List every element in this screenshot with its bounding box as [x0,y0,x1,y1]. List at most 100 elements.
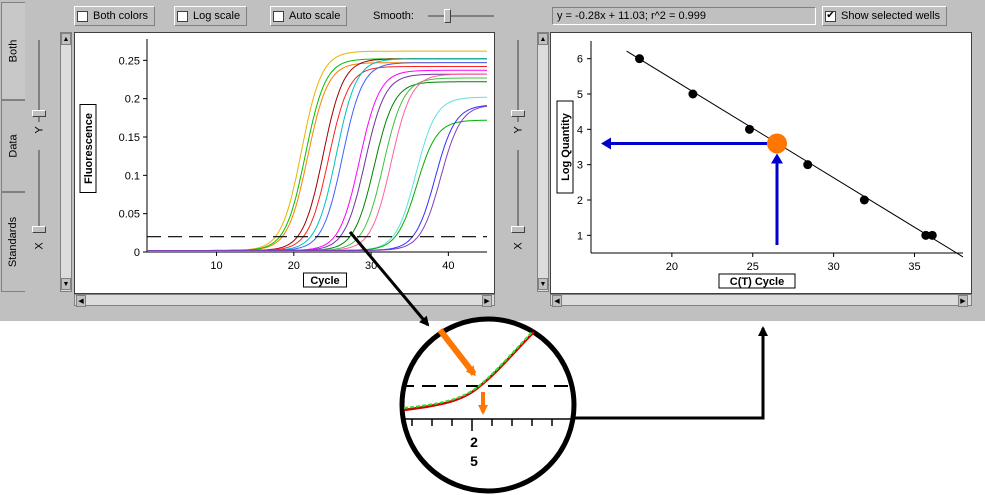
y-tick-label: 3 [577,160,583,172]
standard-point [688,89,698,99]
smooth-label: Smooth: [373,10,414,22]
x-axis-label-box [303,272,347,288]
amplification-curve [147,62,487,251]
smooth-slider-thumb[interactable] [444,9,451,23]
log-scale-checkbox[interactable]: Log scale [174,6,248,26]
zoom-circle [399,316,577,494]
standard-point [745,124,755,134]
x-tick-label: 20 [288,260,300,272]
y-axis-label: Fluorescence [83,113,95,184]
standard-point [859,195,869,205]
y-tick-label: 0.15 [119,132,140,144]
right-plot-hscrollbar[interactable] [550,294,972,306]
amplification-curve [147,73,487,251]
show-selected-wells-checkbox[interactable]: ✔ Show selected wells [822,6,948,26]
x-axis-label: C(T) Cycle [730,276,784,288]
smooth-slider-track[interactable] [428,15,494,17]
tab-standards[interactable]: Standards [1,192,25,292]
standard-curve-chart: 1 2 3 4 5 6 20 25 30 35 C(T) Cycle Log Quantity [556,41,964,289]
regression-equation: y = -0.28x + 11.03; r^2 = 0.999 [552,7,816,25]
amplification-chart: 0 0.05 0.1 0.15 0.2 0.25 10 20 30 40 Cycle Fluoresc… [79,39,488,288]
y-tick-label: 0.05 [119,209,140,221]
right-plot-scroll-right-button[interactable]: ▶ [958,295,968,307]
x-axis-slider-thumb[interactable] [32,226,46,233]
y-tick-label: 0.2 [125,94,140,106]
x-tick-label: 30 [827,261,839,273]
right-plot-scroll-down-button[interactable]: ▼ [538,278,548,290]
y-axis-label-box [556,100,574,194]
y-tick-label: 6 [577,54,583,66]
right-x-axis-slider-thumb[interactable] [511,226,525,233]
amplification-curve [147,105,488,251]
right-x-axis-slider-label: X [512,242,525,250]
zoom-curve-red [403,325,541,412]
x-axis-slider-label: X [33,242,46,250]
y-axis-slider-track[interactable] [38,40,40,122]
transfer-arrow [554,326,768,420]
standard-point [921,230,931,240]
y-tick-label: 1 [577,230,583,242]
amplification-curve [147,50,487,251]
y-tick-label: 0 [134,247,140,259]
left-plot-hscrollbar[interactable] [74,294,495,306]
left-plot-scroll-up-button[interactable]: ▲ [61,33,71,45]
log-scale-label: Log scale [193,10,241,22]
x-tick-label: 40 [442,260,454,272]
y-axis-label-box [79,104,97,193]
auto-scale-checkbox[interactable]: Auto scale [270,6,348,26]
standard-point [635,54,645,64]
left-plot-scroll-down-button[interactable]: ▼ [61,278,71,290]
amplification-plot-area: 0 0.05 0.1 0.15 0.2 0.25 10 20 30 40 Cycle Fluoresc… [74,32,495,294]
y-tick-label: 2 [577,195,583,207]
y-axis-label: Log Quantity [560,112,572,181]
auto-scale-box[interactable] [273,10,284,22]
amplification-curve [147,69,487,251]
zoom-tick-label-top: 2 [470,434,478,450]
blue-arrow-left-head [601,137,611,150]
y-tick-label: 0.25 [119,55,140,67]
tab-standards-label: Standards [7,216,20,268]
x-tick-label: 20 [666,261,678,273]
log-scale-box[interactable] [177,10,188,22]
x-axis-label: Cycle [310,275,339,287]
regression-line [626,50,964,258]
show-selected-wells-label: Show selected wells [841,10,941,22]
tab-both[interactable]: Both [1,2,25,100]
standard-curve-plot-area: 1 2 3 4 5 6 20 25 30 35 C(T) Cycle Log Quantity [550,32,972,294]
y-axis-slider-label: Y [33,126,46,134]
right-y-axis-slider-track[interactable] [517,40,519,122]
amplification-curve [147,66,487,251]
left-plot-scroll-left-button[interactable]: ◀ [76,295,86,307]
right-y-axis-slider-label: Y [512,126,525,134]
y-axis-slider-thumb[interactable] [32,110,46,117]
left-plot-vscrollbar[interactable] [60,32,72,292]
zoom-curve-green [403,323,541,409]
right-plot-scroll-left-button[interactable]: ◀ [552,295,562,307]
show-selected-wells-box[interactable]: ✔ [825,10,836,22]
right-x-axis-slider-track[interactable] [517,150,519,232]
x-tick-label: 30 [365,260,377,272]
left-plot-scroll-right-button[interactable]: ▶ [482,295,492,307]
standard-point [803,160,813,170]
tab-both-label: Both [7,39,20,63]
zoom-tick-label-bottom: 5 [470,453,478,469]
right-y-axis-slider-thumb[interactable] [511,110,525,117]
amplification-curve [147,62,487,251]
orange-arrow-crossing [437,328,477,377]
auto-scale-label: Auto scale [289,10,341,22]
both-colors-checkbox[interactable]: Both colors [74,6,156,26]
tab-data[interactable]: Data [1,100,25,192]
right-plot-vscrollbar[interactable] [537,32,549,292]
zoom-inset: 2 5 [399,316,577,494]
x-tick-label: 10 [210,260,222,272]
both-colors-box[interactable] [77,10,88,22]
x-axis-slider-track[interactable] [38,150,40,232]
y-tick-label: 0.1 [125,170,140,182]
amplification-curve [147,105,488,251]
standard-point [927,230,937,240]
x-axis-label-box [718,273,796,289]
x-tick-label: 35 [908,261,920,273]
y-tick-label: 5 [577,89,583,101]
x-tick-label: 25 [747,261,759,273]
right-plot-scroll-up-button[interactable]: ▲ [538,33,548,45]
